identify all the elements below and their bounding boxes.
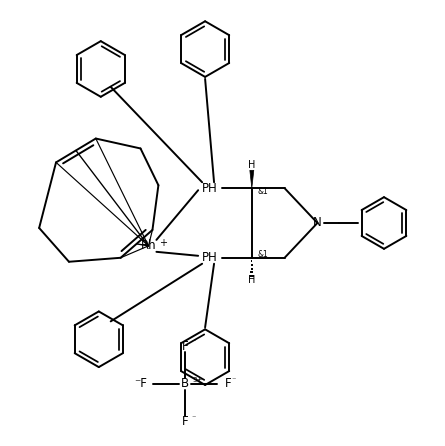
Text: ⁻: ⁻ [191,413,195,422]
Text: ⁻: ⁻ [191,338,195,347]
Text: B: B [181,377,189,391]
Text: Rh: Rh [141,240,156,252]
Text: H: H [248,160,255,170]
Text: H: H [248,275,255,285]
Text: &1: &1 [258,250,268,259]
Text: PH: PH [202,251,218,264]
Text: PH: PH [202,182,218,195]
Text: ⁻: ⁻ [231,376,235,384]
Text: 3+: 3+ [192,377,202,383]
Text: ⁻F: ⁻F [134,377,147,391]
Text: N: N [313,216,322,230]
Text: F: F [182,340,189,353]
Text: F: F [182,415,189,428]
Text: &1: &1 [258,187,268,196]
Polygon shape [250,170,254,188]
Text: +: + [159,238,167,248]
Text: F: F [225,377,231,391]
